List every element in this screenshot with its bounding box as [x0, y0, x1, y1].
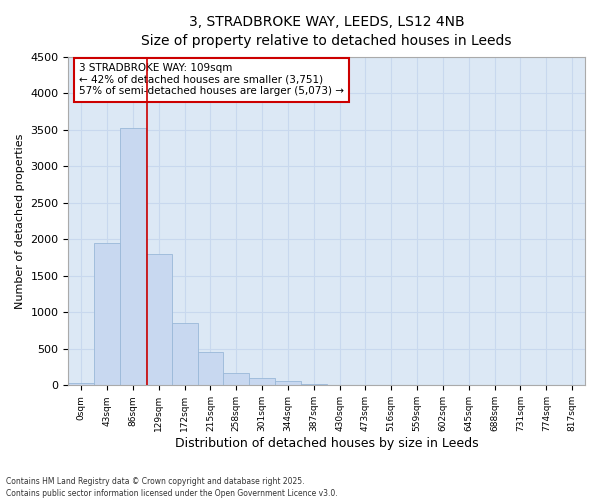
- X-axis label: Distribution of detached houses by size in Leeds: Distribution of detached houses by size …: [175, 437, 479, 450]
- Bar: [172, 322, 197, 386]
- Y-axis label: Number of detached properties: Number of detached properties: [15, 134, 25, 308]
- Title: 3, STRADBROKE WAY, LEEDS, LS12 4NB
Size of property relative to detached houses : 3, STRADBROKE WAY, LEEDS, LS12 4NB Size …: [142, 15, 512, 48]
- Bar: [94, 243, 120, 386]
- Text: Contains HM Land Registry data © Crown copyright and database right 2025.
Contai: Contains HM Land Registry data © Crown c…: [6, 476, 338, 498]
- Text: 3 STRADBROKE WAY: 109sqm
← 42% of detached houses are smaller (3,751)
57% of sem: 3 STRADBROKE WAY: 109sqm ← 42% of detach…: [79, 63, 344, 96]
- Bar: [120, 128, 146, 386]
- Bar: [146, 254, 172, 386]
- Bar: [197, 352, 223, 386]
- Bar: [275, 382, 301, 386]
- Bar: [249, 378, 275, 386]
- Bar: [301, 384, 327, 386]
- Bar: [68, 383, 94, 386]
- Bar: [223, 372, 249, 386]
